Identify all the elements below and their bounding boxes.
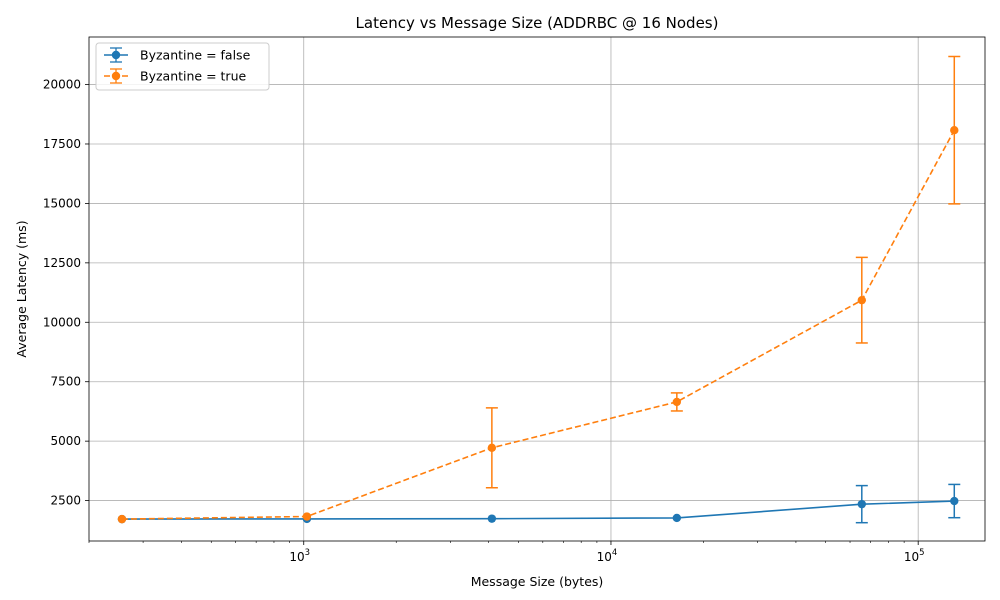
legend-label: Byzantine = false bbox=[140, 48, 251, 63]
data-point bbox=[302, 512, 312, 521]
plot-frame bbox=[88, 36, 986, 542]
data-point bbox=[950, 496, 959, 506]
legend-entry: Byzantine = true bbox=[104, 68, 246, 84]
legend-marker bbox=[111, 50, 121, 60]
x-tick-base: 10 bbox=[289, 550, 304, 564]
x-tick-exponent: 4 bbox=[612, 548, 617, 558]
legend-entry: Byzantine = false bbox=[104, 47, 251, 63]
data-point bbox=[672, 397, 682, 407]
axis-ticks: 2500500075001000012500150001750020000103… bbox=[43, 78, 925, 564]
series-line bbox=[121, 129, 956, 520]
grid-lines bbox=[89, 37, 985, 541]
x-tick-base: 10 bbox=[597, 550, 612, 564]
y-tick-label: 10000 bbox=[43, 315, 81, 329]
data-point bbox=[857, 295, 867, 305]
y-tick-label: 12500 bbox=[43, 256, 81, 270]
y-tick-label: 7500 bbox=[50, 375, 81, 389]
series-line bbox=[121, 500, 955, 520]
data-point bbox=[487, 443, 497, 453]
x-tick-label: 105 bbox=[904, 548, 925, 564]
data-point bbox=[857, 499, 867, 509]
data-point bbox=[672, 513, 682, 523]
x-tick-label: 104 bbox=[597, 548, 618, 564]
chart-title: Latency vs Message Size (ADDRBC @ 16 Nod… bbox=[356, 14, 719, 32]
legend-box bbox=[95, 42, 270, 91]
x-tick-exponent: 3 bbox=[305, 548, 310, 558]
data-point bbox=[117, 514, 127, 524]
data-point bbox=[487, 514, 497, 523]
x-tick-exponent: 5 bbox=[919, 548, 924, 558]
y-tick-label: 17500 bbox=[43, 137, 81, 151]
y-axis-label: Average Latency (ms) bbox=[14, 220, 29, 357]
y-tick-label: 2500 bbox=[50, 494, 81, 508]
x-tick-base: 10 bbox=[904, 550, 919, 564]
data-point bbox=[950, 125, 959, 135]
y-tick-label: 5000 bbox=[50, 434, 81, 448]
y-tick-label: 15000 bbox=[43, 196, 81, 210]
y-tick-label: 20000 bbox=[43, 78, 81, 92]
legend: Byzantine = false Byzantine = true bbox=[95, 42, 270, 91]
x-axis-label: Message Size (bytes) bbox=[471, 574, 604, 589]
x-tick-label: 103 bbox=[289, 548, 310, 564]
legend-marker bbox=[111, 71, 121, 81]
legend-label: Byzantine = true bbox=[140, 69, 246, 84]
series-layer bbox=[117, 55, 961, 524]
series-1 bbox=[117, 55, 961, 524]
